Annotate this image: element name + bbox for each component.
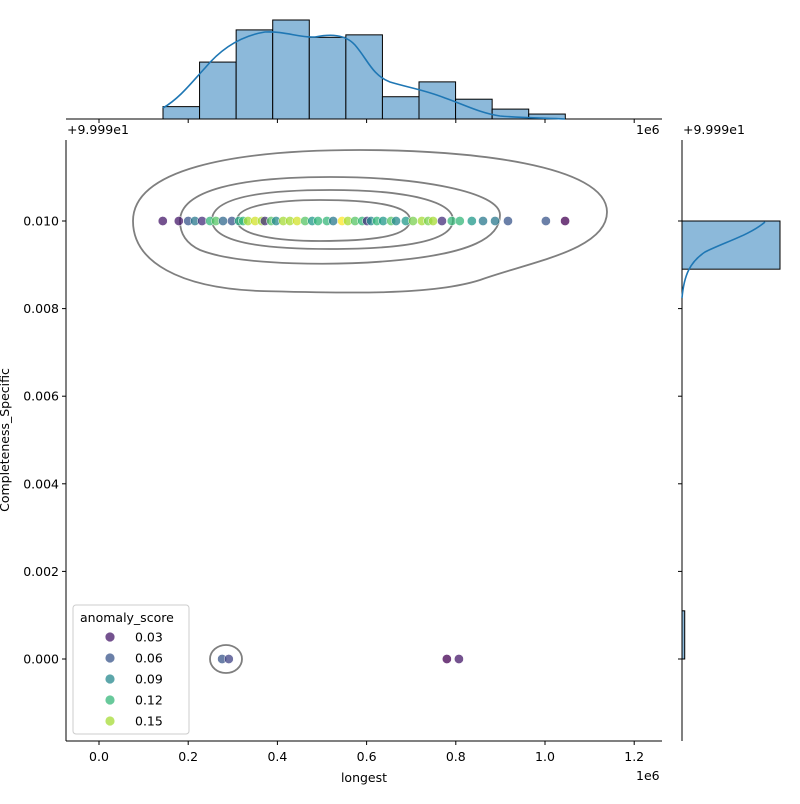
marginal-x-bar	[199, 61, 237, 120]
x-tick-label: 0.2	[178, 749, 198, 764]
scatter-point	[454, 654, 464, 664]
top-marginal-x-offset-text: 1e6	[636, 122, 660, 137]
y-tick-label: 0.010	[23, 214, 59, 229]
x-tick-label: 0.0	[89, 749, 109, 764]
x-axis-offset-text: 1e6	[636, 768, 660, 783]
marginal-x-kde-curve	[162, 31, 566, 120]
legend-box	[72, 604, 190, 735]
scatter-point	[442, 654, 452, 664]
kde-contour-level-2	[179, 176, 501, 265]
x-tick-label: 1.0	[535, 749, 555, 764]
marginal-x-bar	[235, 29, 274, 120]
x-axis-label: longest	[341, 770, 387, 785]
x-tick-label: 0.6	[357, 749, 377, 764]
marginal-x-bar	[345, 34, 383, 120]
scatter-point	[391, 216, 401, 226]
legend-marker	[105, 674, 115, 684]
scatter-point	[157, 216, 168, 226]
y-axis-ticks: 0.000 0.002 0.004 0.006 0.008 0.010	[23, 214, 682, 667]
y-axis-label: Completeness_Specific	[0, 368, 12, 512]
scatter-point	[173, 216, 184, 226]
scatter-point	[328, 216, 338, 226]
scatter-point	[437, 216, 447, 226]
marginal-x-bar	[162, 106, 201, 120]
y-tick-label: 0.002	[23, 564, 59, 579]
scatter-point	[218, 216, 228, 226]
y-tick-label: 0.006	[23, 389, 59, 404]
legend-marker	[105, 632, 115, 642]
marginal-y-histogram	[681, 220, 781, 660]
scatter-point	[490, 216, 500, 226]
right-marginal-offset-text: +9.999e1	[683, 122, 745, 137]
scatter-point	[467, 216, 477, 226]
x-tick-label: 1.2	[624, 749, 644, 764]
legend-title: anomaly_score	[80, 610, 174, 625]
legend-label: 0.12	[135, 693, 163, 708]
legend-label: 0.06	[135, 651, 163, 666]
marginal-x-bar	[381, 96, 420, 120]
scatter-point	[408, 216, 418, 226]
scatter-point	[541, 216, 551, 226]
marginal-y-kde-curve	[681, 221, 766, 299]
legend-marker	[105, 653, 115, 663]
y-tick-label: 0.004	[23, 476, 59, 491]
scatter-point	[223, 654, 234, 664]
marginal-x-bar	[308, 36, 347, 120]
y-tick-label: 0.000	[23, 652, 59, 667]
legend-marker	[105, 695, 115, 705]
scatter-point	[478, 216, 488, 226]
legend-label: 0.09	[135, 672, 163, 687]
legend-label: 0.03	[135, 630, 163, 645]
kde-contour-small	[209, 644, 243, 674]
y-axis-offset-text: +9.999e1	[67, 122, 129, 137]
marginal-y-bar	[681, 220, 781, 270]
legend: anomaly_score 0.03 0.06 0.09 0.12 0.15	[72, 604, 190, 735]
scatter-point	[428, 216, 438, 226]
marginal-x-histogram	[162, 19, 566, 120]
scatter-points	[157, 216, 570, 664]
legend-label: 0.15	[135, 714, 163, 729]
legend-marker	[105, 716, 115, 726]
x-tick-label: 0.8	[446, 749, 466, 764]
scatter-point	[560, 216, 570, 226]
kde-contour-level-1	[132, 149, 608, 294]
x-tick-label: 0.4	[267, 749, 287, 764]
y-tick-label: 0.008	[23, 301, 59, 316]
x-axis-ticks: 0.0 0.2 0.4 0.6 0.8 1.0 1.2	[89, 119, 644, 764]
scatter-point	[503, 216, 513, 226]
scatter-point	[454, 216, 465, 226]
scatter-point	[313, 216, 323, 226]
kde-contours	[132, 149, 608, 674]
